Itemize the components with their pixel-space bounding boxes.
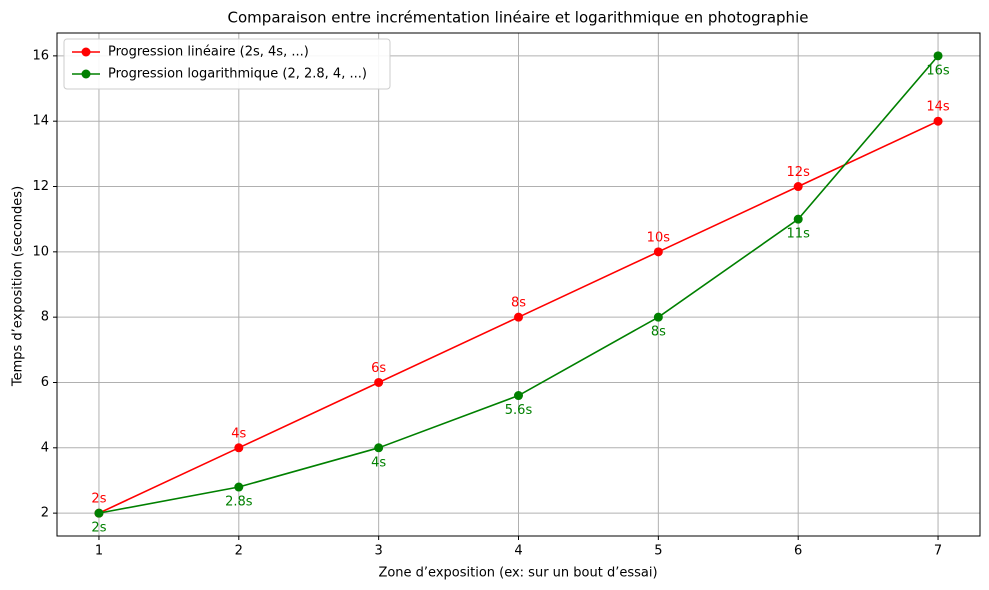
x-tick-label: 3 — [375, 544, 383, 559]
legend-marker — [81, 69, 91, 79]
value-label: 2s — [91, 521, 106, 536]
value-label: 8s — [511, 296, 526, 311]
data-point — [793, 214, 803, 224]
x-tick-label: 4 — [514, 544, 522, 559]
data-point — [234, 482, 244, 492]
y-tick-label: 14 — [32, 114, 49, 129]
value-label: 10s — [647, 230, 671, 245]
value-label: 12s — [787, 165, 811, 180]
value-label: 2s — [91, 492, 106, 507]
legend: Progression linéaire (2s, 4s, ...) Progre… — [63, 38, 391, 90]
data-point — [514, 312, 523, 322]
legend-marker — [81, 47, 91, 57]
x-tick-label: 2 — [235, 544, 243, 559]
value-label: 5.6s — [505, 403, 533, 418]
data-point — [94, 508, 104, 518]
plot-frame — [56, 32, 981, 537]
value-label: 2.8s — [225, 495, 253, 510]
y-tick-label: 12 — [32, 179, 49, 194]
value-label: 14s — [926, 100, 950, 115]
y-tick-label: 8 — [41, 310, 49, 325]
data-point — [234, 443, 244, 453]
x-tick-label: 1 — [95, 544, 103, 559]
x-axis-label: Zone d’exposition (ex: sur un bout d’ess… — [378, 566, 657, 581]
value-label: 8s — [651, 325, 666, 340]
data-point — [653, 247, 663, 257]
x-tick-label: 5 — [654, 544, 662, 559]
data-point — [933, 51, 943, 61]
data-point — [933, 116, 943, 126]
y-tick-label: 16 — [32, 48, 49, 63]
legend-label: Progression linéaire (2s, 4s, ...) — [108, 45, 309, 60]
value-label: 6s — [371, 361, 386, 376]
y-tick-label: 10 — [32, 244, 49, 259]
value-label: 4s — [231, 426, 246, 441]
x-tick-label: 6 — [794, 544, 802, 559]
value-label: 11s — [787, 227, 811, 242]
legend-label: Progression logarithmique (2, 2.8, 4, ..… — [108, 67, 367, 82]
chart-title: Comparaison entre incrémentation linéair… — [228, 9, 809, 27]
value-label: 4s — [371, 455, 386, 470]
data-point — [514, 391, 523, 401]
legend-box — [63, 38, 391, 90]
y-tick-label: 2 — [41, 506, 49, 521]
y-tick-label: 6 — [41, 375, 49, 390]
data-point — [374, 377, 384, 387]
y-tick-label: 4 — [41, 440, 49, 455]
data-point — [374, 443, 384, 453]
data-point — [793, 182, 803, 192]
y-axis-label: Temps d’exposition (secondes) — [11, 186, 26, 387]
value-label: 16s — [926, 63, 950, 78]
x-tick-label: 7 — [934, 544, 942, 559]
data-point — [653, 312, 663, 322]
